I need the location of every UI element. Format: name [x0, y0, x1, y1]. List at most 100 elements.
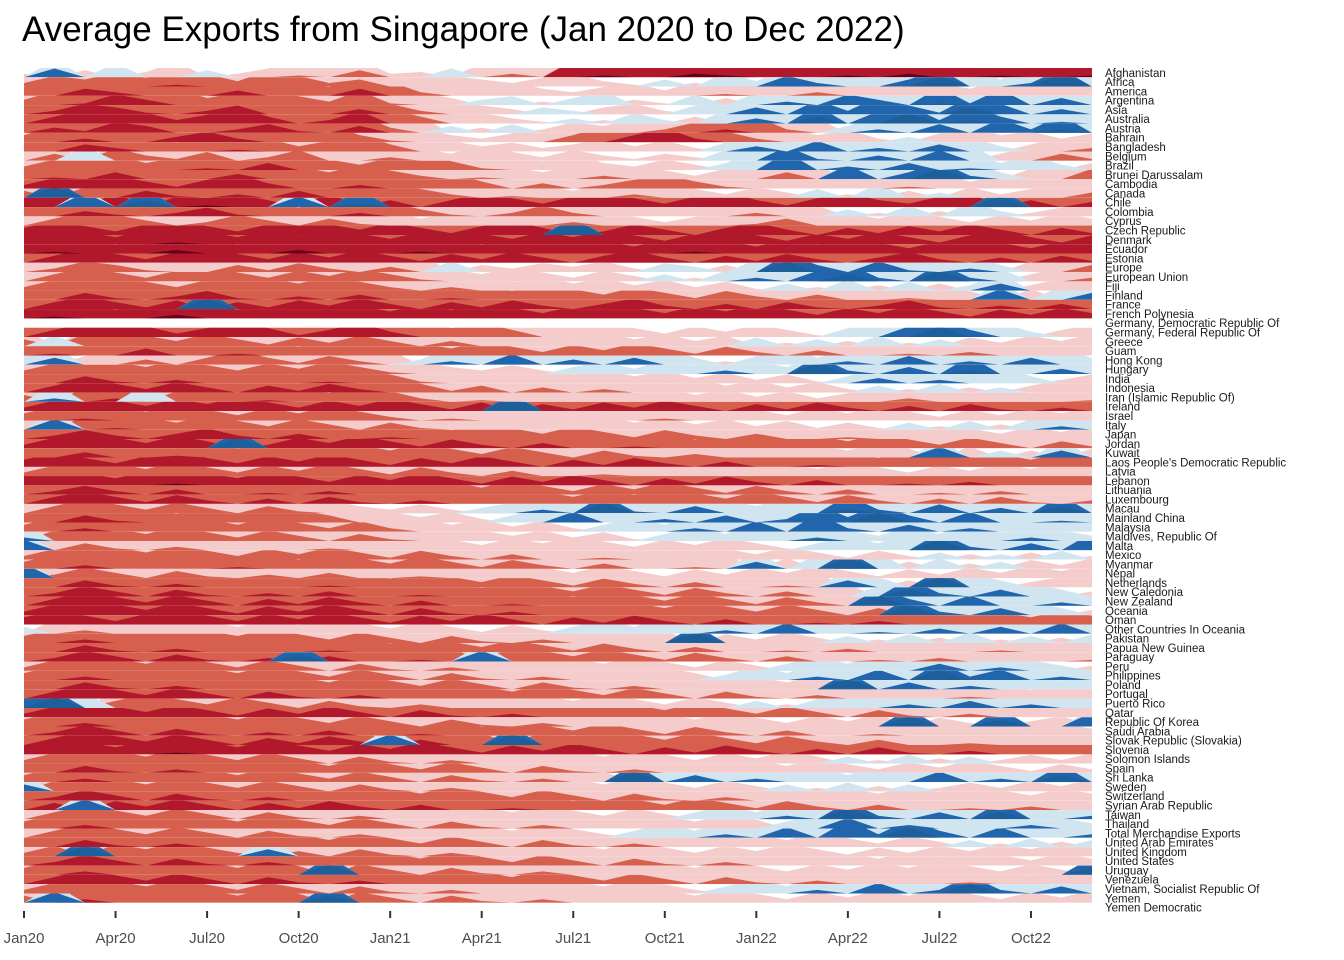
series-label: Germany, Democratic Republic Of — [1105, 318, 1280, 330]
negative-band-2 — [24, 828, 1092, 838]
series-row — [24, 299, 1092, 310]
series-label: Kuwait — [1105, 448, 1140, 460]
series-label: Oceania — [1105, 606, 1148, 618]
series-label: Canada — [1105, 188, 1146, 200]
x-tick-label: Oct21 — [645, 930, 685, 947]
positive-band-2 — [24, 420, 1092, 430]
series-label: Czech Republic — [1105, 225, 1186, 237]
series-label: Laos People's Democratic Republic — [1105, 457, 1286, 469]
series-row — [24, 290, 1092, 300]
series-label: India — [1105, 374, 1131, 386]
positive-band-2 — [24, 717, 1092, 727]
series-row — [24, 346, 1092, 356]
positive-band-3 — [24, 114, 1092, 124]
series-row — [24, 114, 1092, 124]
x-tick-label: Apr22 — [828, 930, 868, 947]
series-label: United Arab Emirates — [1105, 838, 1214, 850]
positive-band-2 — [24, 151, 1092, 161]
series-row — [24, 874, 1092, 885]
positive-band-3 — [24, 348, 1092, 356]
positive-band-3 — [24, 190, 1092, 198]
series-row — [24, 309, 1092, 319]
series-row — [24, 596, 1092, 606]
series-row — [24, 587, 1092, 597]
series-row — [24, 160, 1092, 171]
positive-band-3 — [24, 615, 1092, 625]
series-row — [24, 809, 1092, 820]
positive-band-2 — [24, 809, 1092, 820]
positive-band-2 — [24, 281, 1092, 291]
positive-band-2 — [24, 513, 1092, 523]
series-label: Luxembourg — [1105, 494, 1169, 506]
positive-band-2 — [24, 772, 1092, 783]
positive-band-2 — [24, 503, 330, 514]
positive-band-4 — [146, 242, 208, 245]
negative-band-3 — [908, 170, 970, 180]
series-label: Bahrain — [1105, 133, 1145, 145]
series-label: Argentina — [1105, 96, 1155, 108]
negative-band-1 — [24, 160, 1092, 171]
series-label: Slovak Republic (Slovakia) — [1105, 736, 1242, 748]
positive-band-1 — [24, 698, 1092, 708]
positive-band-3 — [54, 95, 177, 106]
positive-band-3 — [24, 234, 1092, 245]
series-label: Thailand — [1105, 819, 1149, 831]
positive-band-3 — [24, 689, 1092, 699]
series-row — [24, 605, 1092, 616]
positive-band-3 — [24, 309, 1092, 319]
positive-band-3 — [24, 291, 1092, 300]
positive-band-2 — [24, 77, 391, 87]
positive-band-2 — [24, 828, 1092, 838]
negative-band-1 — [24, 550, 1092, 560]
series-row — [24, 457, 1092, 467]
series-label: Total Merchandise Exports — [1105, 828, 1241, 840]
negative-band-1 — [24, 420, 1092, 430]
negative-band-2 — [24, 663, 1092, 671]
series-row — [24, 698, 1092, 708]
series-row — [24, 364, 1092, 375]
positive-band-3 — [54, 682, 208, 690]
series-label: Cyprus — [1105, 216, 1142, 228]
negative-band-3 — [24, 197, 1092, 208]
negative-band-3 — [24, 559, 1092, 569]
series-row — [24, 541, 1092, 551]
series-label: Myanmar — [1105, 559, 1153, 571]
series-row — [24, 374, 1092, 384]
series-row — [24, 615, 1092, 625]
positive-band-2 — [24, 819, 1092, 829]
positive-band-3 — [24, 565, 1092, 569]
series-label: Australia — [1105, 114, 1150, 126]
series-row — [24, 207, 1092, 217]
negative-band-3 — [817, 272, 970, 282]
series-row — [24, 485, 1092, 495]
series-label: Macau — [1105, 504, 1140, 516]
series-row — [24, 188, 1092, 198]
series-row — [24, 856, 1092, 866]
negative-band-2 — [24, 784, 55, 792]
series-label: Sri Lanka — [1105, 773, 1154, 785]
positive-band-2 — [24, 105, 1092, 115]
series-row — [24, 735, 1092, 746]
series-row — [24, 401, 1092, 412]
positive-band-2 — [24, 374, 1092, 384]
negative-band-1 — [24, 281, 1092, 291]
series-row — [24, 791, 1092, 801]
negative-band-2 — [24, 884, 1092, 894]
series-row — [24, 828, 1092, 838]
negative-band-2 — [24, 151, 1092, 161]
series-row — [24, 782, 1092, 792]
series-row — [24, 244, 1092, 254]
negative-band-1 — [24, 698, 1092, 708]
x-tick-label: Oct20 — [279, 930, 319, 947]
negative-band-3 — [573, 503, 1092, 514]
positive-band-3 — [54, 840, 208, 848]
negative-band-2 — [24, 513, 1092, 523]
series-label: Syrian Arab Republic — [1105, 801, 1213, 813]
series-row — [24, 448, 1092, 458]
positive-band-1 — [24, 568, 1092, 579]
positive-band-3 — [24, 144, 1092, 152]
series-row — [24, 123, 1092, 133]
positive-band-2 — [24, 262, 1092, 273]
negative-band-1 — [24, 355, 1092, 365]
series-row — [24, 680, 1092, 690]
